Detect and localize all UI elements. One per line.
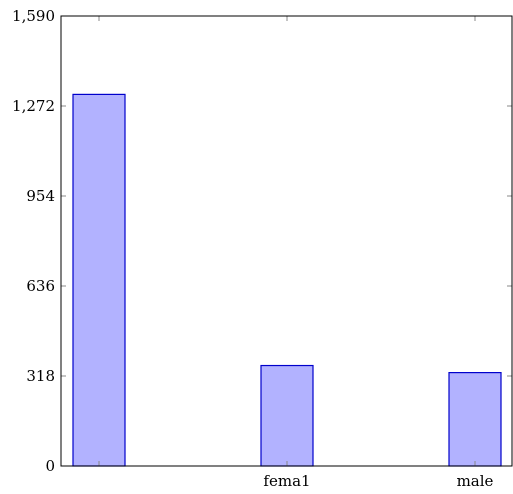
x-tick-label: fema1: [263, 472, 310, 490]
plot-frame: [60, 15, 513, 467]
x-tick-label: male: [457, 472, 494, 490]
y-tick-label: 1,590: [12, 7, 55, 25]
y-ticks-group: 0 318 636 954 1,272 1,590: [12, 7, 512, 475]
y-tick-label: 1,272: [12, 97, 55, 115]
y-tick-label: 318: [26, 367, 55, 385]
bars-group: [72, 93, 502, 467]
bar-2: [260, 364, 314, 467]
bar-3: [448, 372, 502, 467]
y-tick-label: 954: [26, 187, 55, 205]
y-tick-label: 636: [26, 277, 55, 295]
bar-1: [72, 93, 126, 467]
y-tick-label: 0: [45, 457, 55, 475]
x-ticks-group: fema1 male: [98, 16, 494, 490]
